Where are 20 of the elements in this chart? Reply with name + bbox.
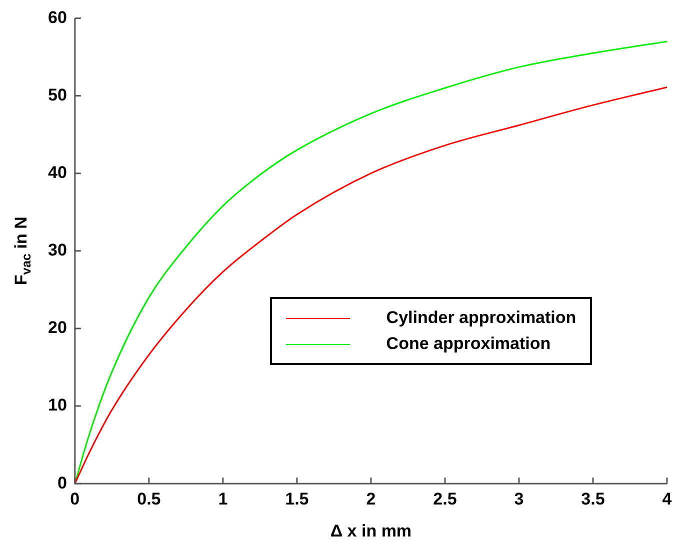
y-tick-label: 30 (48, 240, 67, 260)
x-tick-label: 2 (366, 489, 376, 508)
y-axis-title: Fvac in N (12, 216, 34, 286)
y-tick-label: 40 (48, 163, 67, 182)
legend-label: Cone approximation (386, 334, 551, 354)
y-tick-label: 0 (57, 473, 67, 492)
y-tick-label: 20 (48, 318, 67, 338)
x-axis-title: Δ x in mm (330, 522, 412, 541)
y-tick-label: 10 (48, 396, 67, 415)
y-tick-label: 50 (48, 85, 67, 104)
x-tick-label: 2.5 (433, 489, 457, 508)
x-tick-label: 0 (70, 489, 80, 508)
x-tick-label: 3 (514, 489, 524, 508)
x-tick-label: 0.5 (137, 489, 161, 508)
legend-label: Cylinder approximation (386, 308, 576, 328)
x-tick-label: 4 (662, 489, 672, 508)
x-tick-label: 3.5 (581, 489, 605, 508)
y-tick-label: 60 (48, 8, 67, 27)
x-tick-label: 1 (218, 489, 228, 508)
x-tick-label: 1.5 (285, 489, 309, 508)
